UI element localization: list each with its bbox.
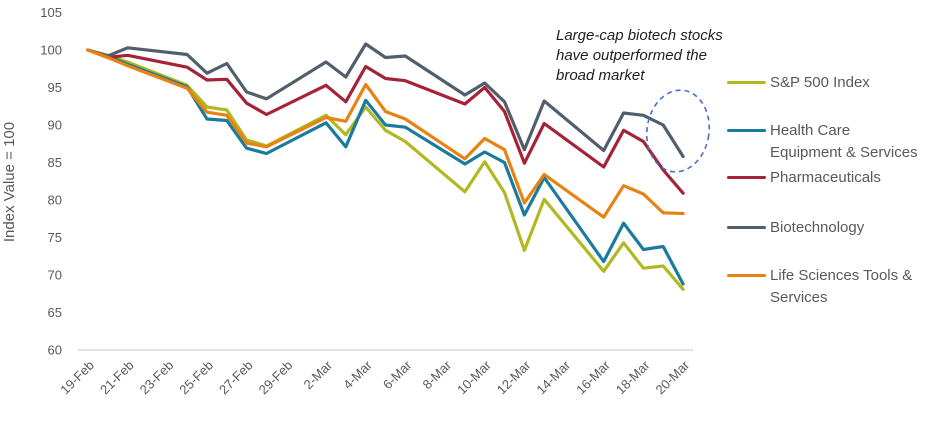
- highlight-ellipse: [645, 89, 711, 173]
- x-tick-label: 29-Feb: [256, 358, 296, 398]
- legend-label: S&P 500 Index: [770, 72, 870, 94]
- series-line-pharmaceuticals: [86, 48, 685, 195]
- legend-label: Pharmaceuticals: [770, 167, 881, 189]
- y-axis-title: Index Value = 100: [1, 121, 18, 243]
- y-tick-label: 85: [48, 155, 62, 170]
- legend-swatch-sp500: [727, 81, 766, 85]
- series-line-s-p-500-index: [86, 48, 685, 291]
- x-tick-label: 25-Feb: [176, 358, 216, 398]
- annotation-line: Large-cap biotech stocks: [556, 27, 723, 44]
- series-line-health-care-equipment-services: [86, 48, 685, 286]
- legend-label: Health Care Equipment & Services: [770, 120, 918, 164]
- legend-label-line: S&P 500 Index: [770, 74, 870, 91]
- legend-item-life-sciences: Life Sciences Tools & Services: [727, 265, 912, 309]
- legend-label-line: Pharmaceuticals: [770, 169, 881, 186]
- x-tick-label: 8-Mar: [420, 357, 455, 392]
- x-tick-label: 2-Mar: [300, 357, 335, 392]
- legend-item-pharmaceuticals: Pharmaceuticals: [727, 167, 881, 189]
- y-tick-label: 90: [48, 118, 62, 133]
- y-tick-label: 70: [48, 268, 62, 283]
- x-tick-label: 16-Mar: [573, 357, 613, 397]
- legend-label-line: Equipment & Services: [770, 144, 918, 161]
- annotation-line: have outperformed the: [556, 47, 707, 64]
- legend-swatch-pharmaceuticals: [727, 176, 766, 180]
- legend-label-line: Biotechnology: [770, 219, 865, 236]
- x-tick-label: 18-Mar: [613, 357, 653, 397]
- series-line-life-sciences-tools-services: [86, 48, 685, 219]
- x-tick-label: 27-Feb: [216, 358, 256, 398]
- x-tick-label: 14-Mar: [533, 357, 573, 397]
- y-tick-label: 95: [48, 80, 62, 95]
- legend-item-sp500: S&P 500 Index: [727, 72, 870, 94]
- legend-swatch-life-sciences: [727, 274, 766, 278]
- y-tick-label: 60: [48, 343, 62, 358]
- x-tick-label: 20-Mar: [652, 357, 692, 397]
- chart-annotation: Large-cap biotech stocks have outperform…: [556, 26, 776, 86]
- x-tick-label: 4-Mar: [340, 357, 375, 392]
- x-tick-label: 6-Mar: [380, 357, 415, 392]
- x-tick-label: 19-Feb: [57, 358, 97, 398]
- x-tick-label: 12-Mar: [494, 357, 534, 397]
- y-tick-label: 105: [40, 5, 62, 20]
- x-tick-label: 21-Feb: [97, 358, 137, 398]
- legend-item-health-care: Health Care Equipment & Services: [727, 120, 918, 164]
- x-tick-label: 10-Mar: [454, 357, 494, 397]
- y-tick-label: 65: [48, 305, 62, 320]
- x-tick-label: 23-Feb: [137, 358, 177, 398]
- legend-swatch-health-care: [727, 129, 766, 133]
- y-tick-label: 80: [48, 193, 62, 208]
- legend-label-line: Health Care: [770, 122, 851, 139]
- annotation-line: broad market: [556, 67, 645, 84]
- legend-label-line: Services: [770, 289, 828, 306]
- y-tick-label: 100: [40, 43, 62, 58]
- legend-label-line: Life Sciences Tools &: [770, 267, 913, 284]
- series-line-biotechnology: [86, 42, 685, 159]
- legend-swatch-biotechnology: [727, 226, 766, 230]
- legend-item-biotechnology: Biotechnology: [727, 217, 864, 239]
- legend-label: Biotechnology: [770, 217, 864, 239]
- y-tick-label: 75: [48, 230, 62, 245]
- legend-label: Life Sciences Tools & Services: [770, 265, 912, 309]
